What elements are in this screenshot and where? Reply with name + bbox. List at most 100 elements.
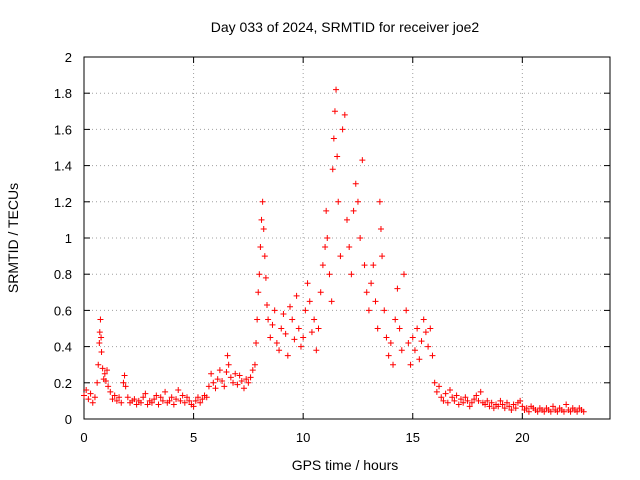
data-point [414,325,421,332]
data-point [392,316,399,323]
data-point [214,376,221,383]
data-point [120,379,127,386]
data-point [344,216,350,223]
data-point [194,394,201,401]
y-tick-label: 0.2 [54,376,72,391]
data-point [517,397,524,404]
data-point [335,198,342,205]
data-point [464,397,471,404]
data-point [124,394,131,401]
data-point [495,403,502,410]
data-point [105,383,112,390]
data-point [400,271,407,278]
data-point [170,401,177,408]
data-point [289,316,296,323]
y-tick-label: 0.6 [54,303,72,318]
data-point [295,325,302,332]
data-point [291,336,298,343]
data-point [137,399,144,406]
data-point [245,379,252,386]
data-point [181,399,188,406]
data-point [523,405,530,412]
data-point [205,383,212,390]
data-point [159,397,166,404]
data-point [473,392,480,399]
data-point [276,347,283,354]
data-point [102,377,109,384]
data-point [212,385,219,392]
data-point [262,274,269,281]
data-point [501,405,508,412]
data-point [580,408,587,415]
data-point [403,307,410,314]
data-point [111,392,118,399]
x-axis-ticks: 0 5 10 15 20 [80,57,530,445]
data-point [387,339,394,346]
data-point [508,406,515,413]
data-point [354,198,361,205]
data-point [219,377,226,384]
data-point [269,321,276,328]
data-point [224,352,231,359]
data-point [254,316,261,323]
data-point [385,352,392,359]
data-point [357,235,364,241]
data-point [457,396,464,403]
data-point [449,394,456,401]
data-point [365,307,372,314]
data-point [166,397,173,404]
y-axis-label: SRMTID / TECUs [5,183,21,293]
data-point [94,379,101,386]
y-tick-label: 1.2 [54,195,72,210]
data-point [85,396,92,403]
data-point [96,329,103,336]
data-point [155,401,162,408]
data-point [429,352,436,359]
data-point [192,397,199,404]
data-point [567,408,574,415]
data-point [370,262,377,269]
data-point [427,325,434,332]
data-point [313,347,320,354]
data-point [247,374,254,381]
data-point [311,316,318,323]
data-point [265,316,272,323]
data-point [284,352,291,359]
data-point [278,325,285,332]
data-point [257,244,264,251]
data-point [442,390,449,397]
data-point [116,394,123,401]
data-point [109,396,116,403]
data-point [554,408,561,415]
data-point [431,379,438,386]
data-point [133,401,140,408]
data-point [460,399,467,406]
data-point [122,383,129,390]
data-point [177,397,184,404]
data-point [324,235,331,241]
data-point [89,399,96,406]
data-point [197,399,204,406]
data-point [425,343,432,350]
data-point [249,367,256,374]
data-point [447,387,454,394]
y-tick-label: 1 [65,231,72,246]
data-point [113,397,120,404]
data-point [104,367,111,374]
data-point [438,394,445,401]
data-point [331,108,338,115]
data-point [550,403,557,410]
data-point [259,198,266,205]
data-point [157,394,164,401]
data-point [258,216,265,223]
data-point [97,316,104,323]
y-tick-label: 0.4 [54,340,72,355]
y-axis-ticks: 0 0.2 0.4 0.6 0.8 1 1.2 1.4 1.6 1.8 2 [54,50,610,427]
data-point [468,399,475,406]
data-point [264,301,271,308]
data-point [547,408,554,415]
data-point [411,347,418,354]
data-point [190,403,197,410]
data-point [503,399,510,406]
data-point [304,280,311,287]
